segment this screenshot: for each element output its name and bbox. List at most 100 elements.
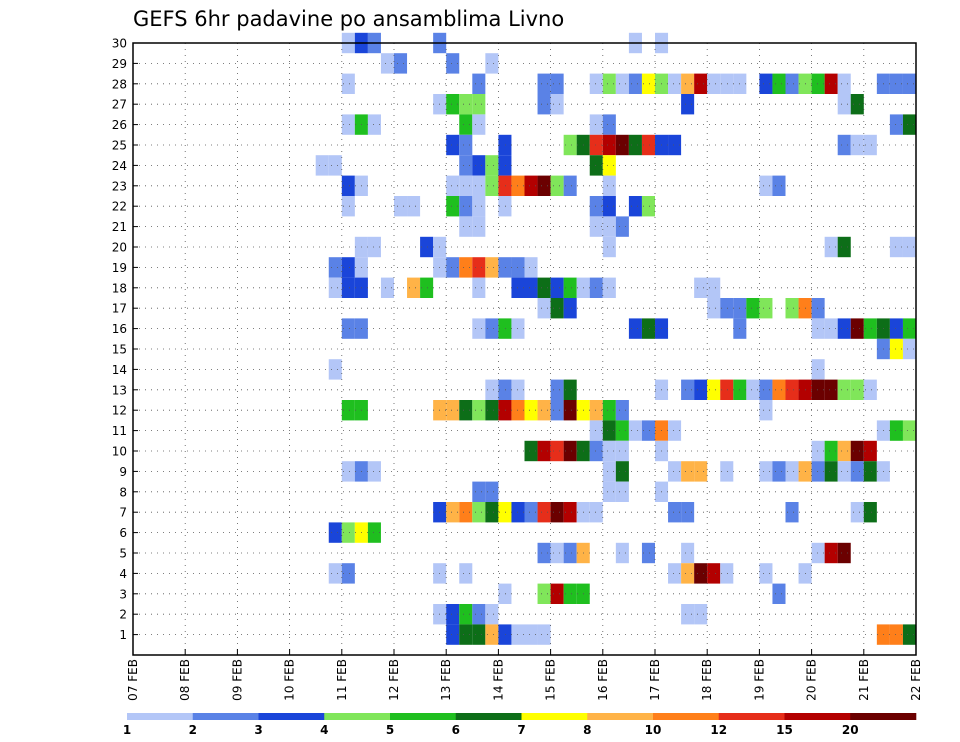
heatmap-cell: [707, 379, 721, 400]
heatmap-cell: [615, 134, 629, 156]
heatmap-cell: [485, 604, 499, 625]
heatmap-cell: [472, 94, 486, 115]
heatmap-cell: [341, 114, 355, 135]
heatmap-cell: [837, 440, 851, 462]
heatmap-cell: [524, 175, 538, 196]
heatmap-cell: [498, 134, 512, 156]
heatmap-cell: [615, 420, 629, 441]
heatmap-cell: [328, 359, 342, 380]
x-tick-label: 22 FEB: [909, 659, 923, 701]
heatmap-cell: [668, 502, 682, 523]
heatmap-cell: [759, 379, 773, 400]
heatmap-cell: [811, 440, 825, 462]
heatmap-cell: [602, 461, 616, 482]
heatmap-cell: [550, 73, 564, 94]
heatmap-cell: [694, 277, 708, 298]
heatmap-cell: [615, 216, 629, 237]
heatmap-cell: [681, 502, 695, 523]
heatmap-cell: [772, 379, 786, 400]
heatmap-cell: [589, 420, 603, 441]
heatmap-cell: [459, 502, 473, 523]
heatmap-cell: [889, 420, 903, 441]
y-tick-label: 5: [119, 547, 127, 561]
heatmap-cell: [602, 236, 616, 258]
heatmap-cell: [341, 522, 355, 543]
heatmap-cell: [459, 624, 473, 645]
heatmap-cell: [902, 114, 916, 135]
heatmap-cell: [563, 134, 577, 156]
heatmap-cell: [824, 440, 838, 462]
heatmap-cell: [602, 175, 616, 196]
heatmap-cell: [407, 196, 421, 217]
heatmap-cell: [811, 73, 825, 94]
heatmap-cell: [902, 318, 916, 339]
x-tick-label: 10 FEB: [283, 659, 297, 701]
colorbar-segment: [455, 713, 522, 720]
heatmap-cell: [824, 461, 838, 482]
heatmap-cell: [681, 379, 695, 400]
heatmap-cell: [707, 563, 721, 584]
colorbar-label: 1: [123, 723, 131, 737]
heatmap-cell: [589, 440, 603, 462]
heatmap-cell: [498, 318, 512, 339]
x-tick-label: 08 FEB: [178, 659, 192, 701]
colorbar-segment: [390, 713, 457, 720]
heatmap-cell: [459, 196, 473, 217]
heatmap-cell: [681, 542, 695, 564]
heatmap-cell: [694, 379, 708, 400]
heatmap-cell: [641, 542, 655, 564]
heatmap-cell: [668, 563, 682, 584]
colorbar-segment: [850, 713, 917, 720]
heatmap-cell: [537, 542, 551, 564]
heatmap-cell: [328, 155, 342, 176]
heatmap-cell: [394, 53, 408, 74]
heatmap-cell: [811, 359, 825, 380]
heatmap-cell: [602, 73, 616, 94]
colorbar-segment: [784, 713, 851, 720]
y-tick-label: 10: [112, 445, 127, 459]
heatmap-cell: [446, 604, 460, 625]
heatmap-cell: [446, 175, 460, 196]
heatmap-cell: [628, 134, 642, 156]
x-tick-label: 11 FEB: [335, 659, 349, 701]
heatmap-cell: [863, 379, 877, 400]
heatmap-cell: [550, 379, 564, 400]
heatmap-cell: [328, 277, 342, 298]
heatmap-cell: [615, 481, 629, 502]
heatmap-cell: [563, 400, 577, 421]
heatmap-cell: [824, 318, 838, 339]
heatmap-cell: [446, 94, 460, 115]
heatmap-cell: [615, 542, 629, 564]
heatmap-cell: [837, 134, 851, 156]
heatmap-cell: [472, 318, 486, 339]
colorbar-label: 5: [386, 723, 394, 737]
x-tick-label: 07 FEB: [126, 659, 140, 701]
heatmap-cell: [420, 236, 434, 258]
heatmap-cell: [602, 196, 616, 217]
heatmap-cell: [837, 542, 851, 564]
heatmap-cell: [694, 73, 708, 94]
heatmap-cell: [485, 624, 499, 645]
heatmap-cell: [681, 563, 695, 584]
heatmap-cell: [589, 400, 603, 421]
heatmap-cell: [589, 134, 603, 156]
heatmap-cell: [772, 583, 786, 604]
heatmap-cell: [628, 318, 642, 339]
heatmap-cell: [524, 440, 538, 462]
heatmap-cell: [537, 175, 551, 196]
x-tick-label: 14 FEB: [491, 659, 505, 701]
heatmap-cell: [759, 461, 773, 482]
heatmap-cell: [681, 94, 695, 115]
colorbar-segment: [324, 713, 391, 720]
heatmap-cell: [889, 73, 903, 94]
heatmap-cell: [668, 134, 682, 156]
heatmap-cell: [902, 73, 916, 94]
colorbar-segment: [718, 713, 785, 720]
heatmap-cell: [811, 379, 825, 400]
heatmap-cell: [485, 53, 499, 74]
heatmap-cell: [602, 155, 616, 176]
heatmap-cell: [524, 277, 538, 298]
heatmap-cell: [485, 502, 499, 523]
heatmap-cell: [537, 624, 551, 645]
heatmap-cell: [550, 583, 564, 604]
